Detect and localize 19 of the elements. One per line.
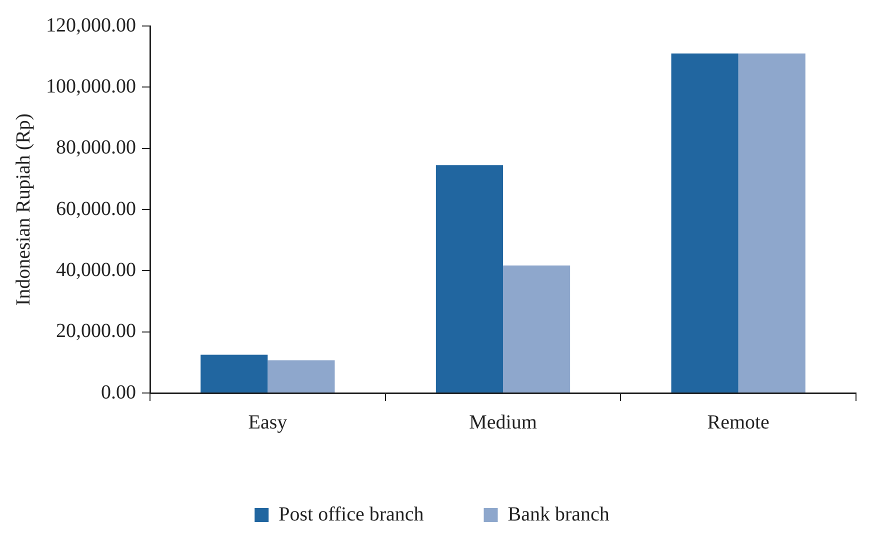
bar bbox=[503, 265, 570, 392]
y-tick-label: 80,000.00 bbox=[56, 136, 136, 159]
x-tick-label: Easy bbox=[248, 411, 288, 434]
x-tick-label: Remote bbox=[707, 411, 770, 434]
y-tick-label: 40,000.00 bbox=[56, 258, 136, 281]
y-axis-title: Indonesian Rupiah (Rp) bbox=[12, 113, 34, 306]
bar bbox=[671, 54, 738, 392]
bar bbox=[200, 354, 268, 392]
bar bbox=[738, 54, 806, 392]
y-tick-label: 0.00 bbox=[101, 381, 136, 404]
y-tick-label: 100,000.00 bbox=[46, 75, 136, 98]
bar bbox=[268, 360, 335, 392]
x-tick-label: Medium bbox=[469, 411, 538, 434]
legend-label: Bank branch bbox=[508, 503, 610, 526]
legend-label: Post office branch bbox=[278, 503, 424, 526]
y-tick-label: 20,000.00 bbox=[56, 320, 136, 342]
y-tick-label: 60,000.00 bbox=[56, 198, 136, 220]
bar bbox=[436, 165, 503, 392]
y-tick-label: 120,000.00 bbox=[46, 14, 136, 36]
